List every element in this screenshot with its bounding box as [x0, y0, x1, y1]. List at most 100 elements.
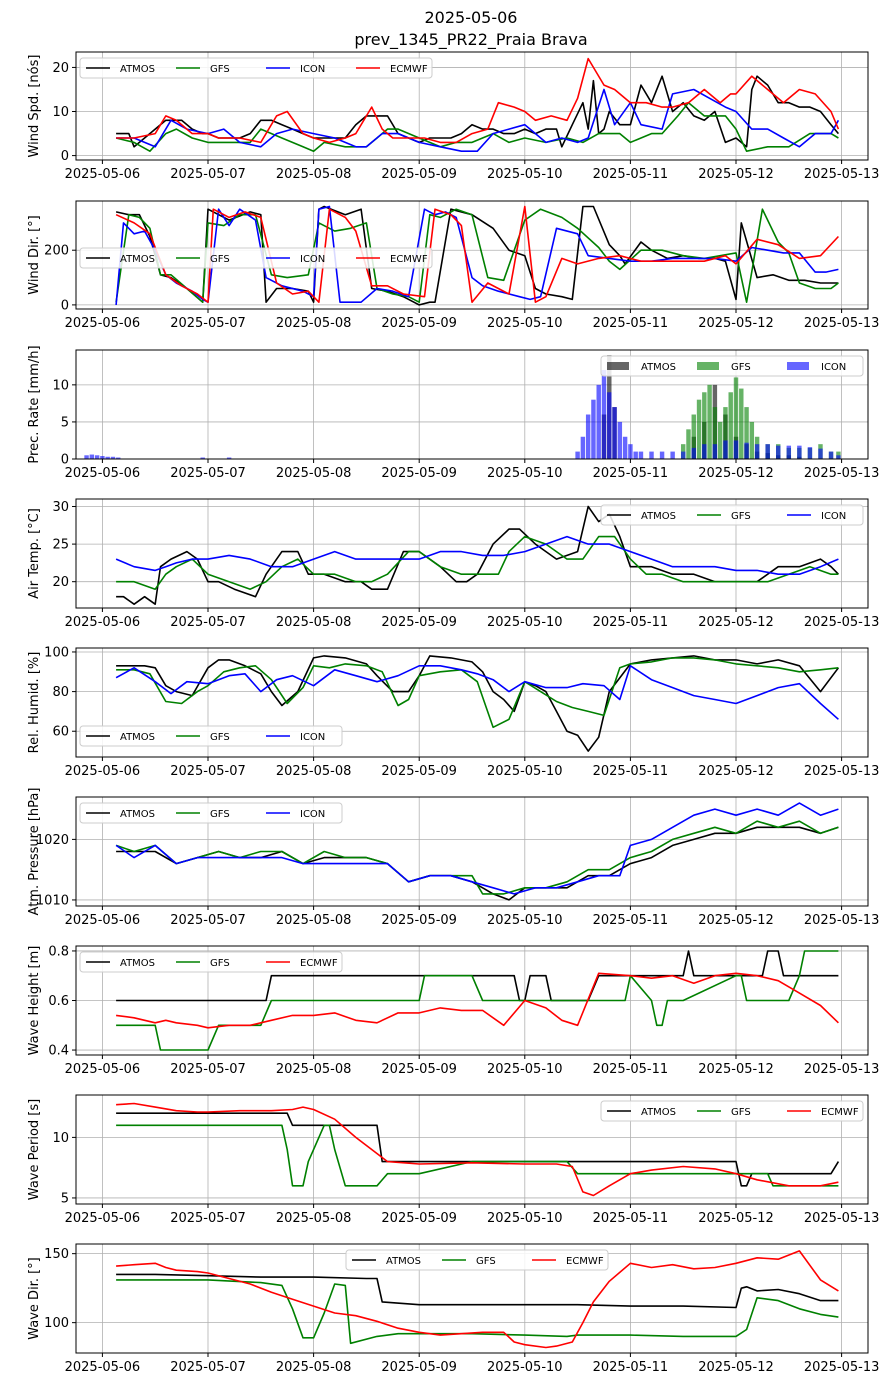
bar-icon — [786, 445, 792, 459]
legend-label-icon: ICON — [300, 64, 325, 75]
y-tick-label: 1020 — [36, 833, 69, 848]
figure-location-title: prev_1345_PR22_Praia Brava — [354, 30, 587, 50]
axes-frame — [75, 51, 869, 161]
bar-gfs — [744, 407, 749, 459]
bar-icon — [89, 454, 95, 459]
legend-label-atmos: ATMOS — [641, 1107, 676, 1118]
x-tick-label: 2025-05-10 — [487, 913, 563, 928]
y-tick-label: 0 — [61, 149, 69, 164]
bar-icon — [797, 445, 802, 459]
y-tick-label: 1010 — [36, 893, 69, 908]
bar-gfs — [696, 399, 702, 459]
bar-icon — [702, 444, 707, 459]
series-line-atmos — [116, 1273, 839, 1309]
series-line-gfs — [116, 1124, 839, 1187]
panels-group: 2025-05-06 2025-05-07 2025-05-08 2025-05-09… — [27, 51, 880, 1375]
y-tick-label: 30 — [52, 500, 69, 515]
y-axis-label: Atm. Pressure [hPa] — [27, 788, 42, 916]
x-tick-label: 2025-05-06 — [65, 316, 141, 331]
y-axis-label: Prec. Rate [mm/h] — [27, 345, 42, 463]
legend-box — [600, 1100, 864, 1122]
legend-swatch-gfs — [697, 362, 719, 370]
y-tick-label: 200 — [44, 244, 69, 259]
x-tick-label: 2025-05-13 — [804, 167, 880, 182]
x-tick-label: 2025-05-08 — [276, 167, 352, 182]
axes-frame — [75, 349, 869, 460]
y-tick-label: 60 — [52, 725, 69, 740]
x-tick-label: 2025-05-07 — [170, 615, 246, 630]
bar-icon — [659, 451, 665, 459]
x-tick-label: 2025-05-06 — [65, 167, 141, 182]
x-tick-label: 2025-05-12 — [698, 913, 774, 928]
x-tick-label: 2025-05-12 — [698, 764, 774, 779]
x-tick-label: 2025-05-09 — [381, 167, 457, 182]
x-tick-label: 2025-05-11 — [593, 316, 669, 331]
legend-label-atmos: ATMOS — [120, 64, 155, 75]
x-tick-label: 2025-05-07 — [170, 1062, 246, 1077]
plot-area — [84, 355, 841, 459]
x-tick-label: 2025-05-08 — [276, 615, 352, 630]
x-tick-label: 2025-05-10 — [487, 167, 563, 182]
legend-box — [79, 802, 343, 824]
bar-gfs — [723, 407, 728, 459]
x-tick-label: 2025-05-08 — [276, 466, 352, 481]
y-tick-label: 0.8 — [48, 944, 69, 959]
x-tick-label: 2025-05-13 — [804, 1360, 880, 1375]
bar-icon — [633, 451, 638, 459]
bar-icon — [776, 445, 781, 459]
legend-box — [600, 504, 864, 526]
bar-icon — [744, 442, 749, 459]
x-tick-label: 2025-05-10 — [487, 1360, 563, 1375]
legend-label-atmos: ATMOS — [386, 1256, 421, 1267]
x-tick-label: 2025-05-12 — [698, 1360, 774, 1375]
x-tick-label: 2025-05-11 — [593, 466, 669, 481]
bar-icon — [110, 456, 116, 459]
bar-gfs — [707, 384, 712, 459]
series-line-atmos — [116, 950, 839, 1002]
legend-box — [79, 951, 343, 973]
legend-label-ecmwf: ECMWF — [300, 958, 338, 969]
bar-icon — [596, 384, 601, 459]
x-tick-label: 2025-05-08 — [276, 1211, 352, 1226]
series-line-gfs — [116, 1279, 839, 1345]
x-tick-label: 2025-05-11 — [593, 615, 669, 630]
series-line-gfs — [116, 657, 839, 729]
x-tick-label: 2025-05-08 — [276, 316, 352, 331]
panel-6: 2025-05-06 2025-05-07 2025-05-08 2025-05-09… — [27, 788, 879, 928]
figure-date-title: 2025-05-06 — [425, 8, 518, 27]
axes-frame — [75, 1243, 869, 1354]
legend-label-gfs: GFS — [210, 732, 230, 743]
legend-label-icon: ICON — [821, 511, 846, 522]
series-line-atmos — [116, 505, 839, 606]
y-axis-label: Wave Height [m] — [27, 946, 42, 1056]
x-tick-label: 2025-05-11 — [593, 1211, 669, 1226]
legend: ATMOS GFS ECMWF — [79, 951, 343, 973]
bar-icon — [670, 451, 675, 459]
bar-icon — [680, 451, 686, 459]
series-line-gfs — [115, 820, 839, 895]
plot-area — [116, 1102, 840, 1197]
bar-icon — [628, 444, 633, 459]
x-tick-label: 2025-05-08 — [276, 913, 352, 928]
y-tick-label: 0 — [61, 298, 69, 313]
plot-area — [115, 57, 840, 152]
x-tick-label: 2025-05-06 — [65, 1211, 141, 1226]
x-tick-label: 2025-05-07 — [170, 1211, 246, 1226]
x-tick-label: 2025-05-08 — [276, 1062, 352, 1077]
axes-frame — [75, 796, 869, 907]
bar-icon — [575, 451, 580, 459]
bar-icon — [836, 455, 841, 459]
series-line-gfs — [116, 950, 839, 1051]
x-tick-label: 2025-05-10 — [487, 1062, 563, 1077]
series-line-icon — [115, 535, 839, 576]
panel-3: 2025-05-06 2025-05-07 2025-05-08 2025-05-09… — [27, 345, 879, 481]
panel-4: 2025-05-06 2025-05-07 2025-05-08 2025-05-09… — [27, 498, 879, 630]
x-tick-label: 2025-05-07 — [170, 167, 246, 182]
x-tick-label: 2025-05-11 — [593, 1360, 669, 1375]
legend-label-icon: ICON — [300, 732, 325, 743]
series-line-ecmwf — [116, 57, 840, 144]
bar-gfs — [702, 392, 707, 459]
bar-icon — [100, 456, 105, 459]
y-axis-label: Wave Period [s] — [27, 1099, 42, 1200]
panel-5: 2025-05-06 2025-05-07 2025-05-08 2025-05-09… — [27, 645, 879, 779]
